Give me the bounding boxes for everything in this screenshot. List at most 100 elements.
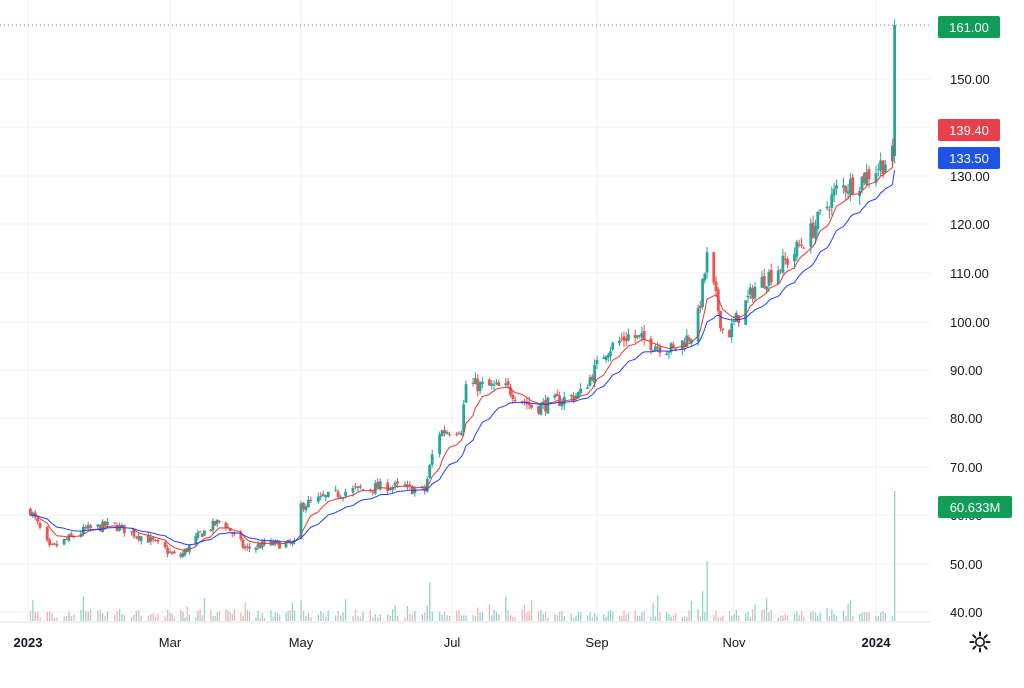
volume-bar [340, 615, 342, 621]
volume-bar [686, 616, 688, 621]
candle-body [239, 532, 243, 540]
candle-body [883, 164, 887, 173]
candle-body [555, 393, 559, 397]
volume-bar [544, 611, 547, 621]
candle-body [198, 531, 202, 533]
volume-bar [135, 610, 138, 621]
y-tick-label: 100.00 [950, 315, 990, 330]
volume-bar [521, 609, 523, 621]
volume-bar [463, 615, 465, 621]
volume-bar [512, 616, 514, 621]
grid [0, 0, 930, 623]
volume-bar [690, 600, 693, 621]
candle-body [609, 351, 612, 357]
candle-body [254, 547, 258, 550]
y-tick-label: 120.00 [950, 217, 990, 232]
moving-averages [30, 139, 896, 551]
volume-bar [859, 613, 861, 621]
candle-body [151, 537, 155, 540]
candle-body [627, 334, 630, 341]
volume-bar [570, 613, 572, 621]
candle-body [478, 382, 482, 392]
volume-bar [826, 608, 828, 621]
candle-body [408, 484, 412, 486]
candle-body [120, 524, 124, 527]
candle-body [769, 270, 773, 283]
volume-bar [722, 615, 724, 621]
volume-bar [248, 611, 251, 621]
volume-bar [784, 613, 786, 621]
candle-body [403, 484, 407, 487]
volume-bar [505, 596, 507, 621]
candle-body [703, 273, 707, 281]
candle-body [604, 356, 608, 360]
volume-bar [188, 614, 191, 621]
volume-bar [372, 617, 374, 621]
volume-bar [130, 617, 133, 621]
candle-body [860, 176, 864, 190]
candle-body [154, 540, 157, 542]
candle-body [386, 482, 390, 492]
volume-bar [731, 615, 733, 621]
candle-body [50, 543, 54, 545]
ma-slow-tag-text: 133.50 [949, 151, 989, 166]
candle-body [712, 252, 716, 283]
settings-gear-icon[interactable] [968, 630, 992, 654]
volume-bar [609, 609, 612, 621]
volume-bar [456, 610, 458, 621]
volume-bar [322, 612, 324, 621]
volume-bar [706, 560, 708, 621]
volume-bar [443, 611, 446, 621]
volume-bar [866, 612, 868, 621]
volume-bar [89, 609, 92, 621]
volume-bar [509, 614, 512, 621]
candle-body [793, 253, 796, 262]
y-tick-label: 40.00 [950, 605, 983, 620]
candle-body [530, 404, 533, 408]
candle-body [304, 506, 308, 511]
volume-bar [715, 610, 717, 621]
volume-bar [325, 616, 327, 621]
volume-bar [152, 613, 154, 621]
candle-body [576, 392, 580, 398]
candle-body [423, 486, 427, 492]
volume-bar [394, 604, 396, 621]
candle-body [481, 381, 484, 384]
volume-bar [82, 596, 85, 621]
x-tick-label: May [289, 635, 314, 650]
volume-bar [704, 612, 706, 621]
candle-body [746, 295, 750, 298]
candle-body [378, 481, 382, 490]
volume-bar [293, 610, 296, 621]
candle-body [811, 222, 815, 238]
volume-bar [530, 599, 533, 621]
volume-bar [259, 617, 261, 621]
candle-body [520, 401, 524, 403]
volume-bar [335, 615, 337, 621]
volume-bar [379, 614, 381, 621]
volume-bar [85, 610, 87, 621]
volume-bar [391, 609, 394, 621]
volume-bar [300, 599, 302, 621]
candle-body [319, 495, 323, 497]
candle-body [730, 323, 734, 338]
candle-body [245, 546, 249, 548]
volume-bar [652, 602, 654, 621]
candle-body [440, 430, 444, 436]
volume-bar [97, 610, 99, 621]
candle-body [842, 185, 845, 188]
candle-body [55, 543, 59, 546]
candle-body [539, 403, 543, 415]
volume-bar [421, 614, 423, 621]
volume-bar [278, 615, 281, 621]
volume-bar [214, 615, 216, 621]
candle-body [194, 536, 198, 544]
candle-body [278, 541, 281, 549]
volume-bar [558, 611, 561, 621]
volume-bar [831, 609, 833, 621]
volume-bar [591, 616, 594, 621]
volume-bar [68, 611, 70, 621]
volume-bar [670, 616, 672, 621]
candle-body [48, 539, 52, 546]
